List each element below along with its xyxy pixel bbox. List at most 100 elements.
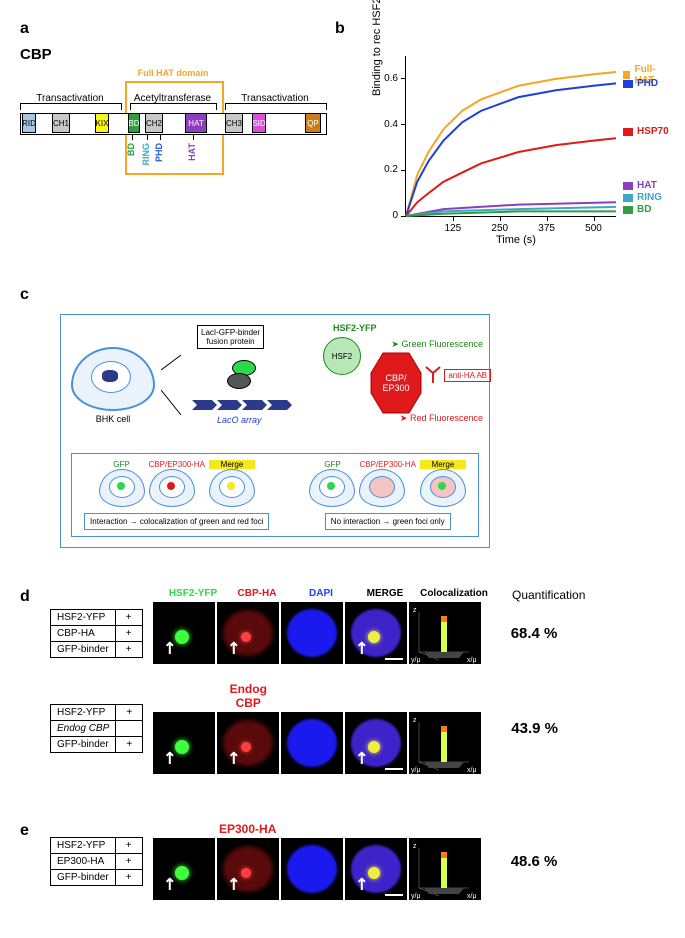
- svg-text:x/μ: x/μ: [467, 657, 476, 664]
- x-tick-label: 500: [585, 223, 602, 234]
- bhk-label: BHK cell: [71, 414, 155, 424]
- zoom-lines-icon: [161, 350, 181, 420]
- svg-text:x/μ: x/μ: [467, 893, 476, 900]
- quantification-value: 68.4 %: [511, 625, 558, 642]
- panel-d-label: d: [20, 588, 50, 606]
- schematic-top: BHK cell LacI-GFP-binder fusion protein: [71, 325, 479, 445]
- mini-cell-icon: [99, 469, 145, 507]
- mini-header: GFP: [309, 460, 355, 469]
- colocalization-3d: zx/μy/μ: [409, 838, 481, 900]
- bhk-cell-block: BHK cell: [71, 347, 155, 424]
- x-tick-label: 125: [445, 223, 462, 234]
- panel-d: d HSF2-YFPCBP-HADAPIMERGEColocalizationQ…: [20, 588, 665, 792]
- interaction-yes-label: Interaction → colocalization of green an…: [84, 513, 269, 530]
- binding-chart: Binding to rec HSF2 (nM) Time (s) 00.20.…: [365, 46, 665, 246]
- domain-segment-hat: HAT: [185, 113, 207, 133]
- mini-header: Merge: [209, 460, 255, 469]
- mini-header: Merge: [420, 460, 466, 469]
- hat-domain-box-label: Full HAT domain: [132, 69, 214, 79]
- micro-image-dapi: [281, 838, 343, 900]
- domain-segment-kix: KIX: [95, 113, 109, 133]
- bracket: [130, 103, 217, 110]
- y-tick-label: 0.4: [378, 119, 398, 130]
- panel-b-label: b: [335, 20, 665, 38]
- svg-text:EP300: EP300: [382, 383, 409, 393]
- y-tick-label: 0.6: [378, 73, 398, 84]
- svg-text:y/μ: y/μ: [411, 657, 420, 664]
- legend-phd: PHD: [623, 78, 658, 89]
- cbp-title: CBP: [20, 46, 335, 63]
- subdomain-label-bd: BD: [126, 143, 136, 156]
- mini-header: CBP/EP300-HA: [359, 460, 415, 469]
- micro-image-green: ↗: [153, 838, 215, 900]
- complex-block: HSF2-YFP HSF2 CBP/ EP300 ➤ Green Fluores…: [323, 325, 433, 445]
- panel-a: a CBP Full HAT domain TransactivationAce…: [20, 20, 335, 211]
- colocalization-3d: zx/μy/μ: [409, 712, 481, 774]
- laci-gfp-label: LacI-GFP-binder fusion protein: [197, 325, 264, 349]
- subdomain-label-ring: RING: [141, 143, 151, 166]
- y-tick-label: 0.2: [378, 164, 398, 175]
- svg-text:z: z: [413, 717, 417, 724]
- series-phd: [406, 83, 616, 216]
- bracket-label: Transactivation: [20, 93, 120, 104]
- interaction-set: GFP CBP/EP300-HA Merge Interaction → coloc…: [84, 460, 269, 530]
- micro-image-red: ↗: [217, 602, 279, 664]
- micro-image-green: ↗: [153, 602, 215, 664]
- micro-image-merge: ↗: [345, 838, 407, 900]
- green-fluor-label: ➤ Green Fluorescence: [391, 339, 483, 350]
- schematic-bottom: GFP CBP/EP300-HA Merge Interaction → coloc…: [71, 453, 479, 537]
- mini-header: GFP: [99, 460, 145, 469]
- quantification-value: 48.6 %: [511, 853, 558, 870]
- construct-table: HSF2-YFP+CBP-HA+GFP-binder+: [50, 609, 143, 658]
- domain-segment-sid: SID: [252, 113, 266, 133]
- micro-image-green: ↗: [153, 712, 215, 774]
- panels-ab-row: a CBP Full HAT domain TransactivationAce…: [20, 20, 665, 246]
- domain-segment-qp: QP: [305, 113, 321, 133]
- laco-label: LacO array: [217, 415, 262, 425]
- red-fluor-label: ➤ Red Fluorescence: [400, 413, 483, 424]
- quantification-value: 43.9 %: [511, 720, 558, 737]
- x-tick-label: 375: [538, 223, 555, 234]
- domain-diagram: Full HAT domain Transactivation Acetyltra…: [20, 71, 330, 211]
- subdomain-label-hat: HAT: [187, 143, 197, 161]
- bracket: [225, 103, 327, 110]
- construct-table: HSF2-YFP+EP300-HA+GFP-binder+: [50, 837, 143, 886]
- micro-image-merge: ↗: [345, 712, 407, 774]
- laci-icon: [227, 373, 251, 389]
- micro-image-red: ↗: [217, 838, 279, 900]
- colocalization-3d: zx/μy/μ: [409, 602, 481, 664]
- column-header: Colocalization: [418, 588, 490, 599]
- svg-text:CBP/: CBP/: [385, 373, 407, 383]
- micro-image-dapi: [281, 602, 343, 664]
- micro-image-dapi: [281, 712, 343, 774]
- micro-row: HSF2-YFP+EP300-HA+GFP-binder+EP300-HA↗↗↗…: [50, 822, 665, 900]
- legend-bd: BD: [623, 204, 651, 215]
- bhk-cell-icon: [71, 347, 155, 411]
- second-header-label: EP300-HA: [217, 822, 279, 836]
- column-header: CBP-HA: [226, 588, 288, 599]
- domain-segment-ch2: CH2: [145, 113, 163, 133]
- bracket: [20, 103, 122, 110]
- construct-table: HSF2-YFP+Endog CBPGFP-binder+: [50, 704, 143, 753]
- domain-segment-rid: RID: [22, 113, 36, 133]
- anti-ha-label: anti-HA AB: [444, 369, 491, 382]
- svg-text:y/μ: y/μ: [411, 893, 420, 900]
- mini-cell-icon: [420, 469, 466, 507]
- panel-b: b Binding to rec HSF2 (nM) Time (s) 00.2…: [335, 20, 665, 246]
- f3h-schematic: BHK cell LacI-GFP-binder fusion protein: [60, 314, 490, 548]
- chromatin-icon: [102, 370, 118, 382]
- mini-cell-icon: [309, 469, 355, 507]
- domain-segment-ch1: CH1: [52, 113, 70, 133]
- bracket-label: Acetyltransferase: [130, 93, 215, 104]
- mini-header: CBP/EP300-HA: [149, 460, 205, 469]
- panel-e-label: e: [20, 822, 50, 840]
- panel-e: e HSF2-YFP+EP300-HA+GFP-binder+EP300-HA↗…: [20, 822, 665, 918]
- second-header-label: Endog CBP: [217, 682, 279, 710]
- domain-segment-ch3: CH3: [225, 113, 243, 133]
- micro-image-merge: ↗: [345, 602, 407, 664]
- laco-array-block: LacI-GFP-binder fusion protein LacO arra…: [187, 325, 317, 445]
- legend-hsp70: HSP70: [623, 126, 669, 137]
- svg-text:y/μ: y/μ: [411, 767, 420, 774]
- panel-c-label: c: [20, 286, 665, 304]
- column-header: MERGE: [354, 588, 416, 599]
